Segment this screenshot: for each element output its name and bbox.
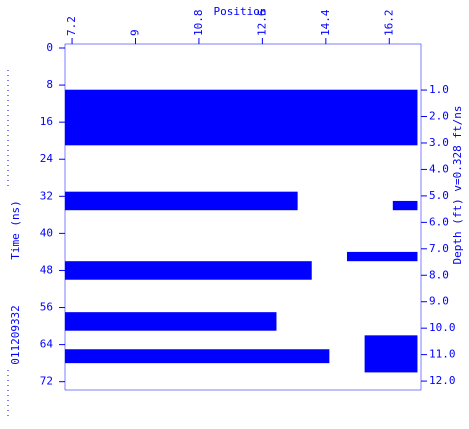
reflection-band <box>65 261 312 280</box>
y-axis-label: Time (ns) <box>9 200 22 260</box>
y-tick-label: 56 <box>40 301 53 314</box>
y-tick-label: 0 <box>46 41 53 54</box>
y2-tick-label: 6.0 <box>429 215 449 228</box>
y-tick-label: 40 <box>40 226 53 239</box>
reflection-band <box>65 312 277 331</box>
y2-axis-label: Depth (ft) v=0.328 ft/ns <box>451 106 464 265</box>
reflection-band <box>65 191 298 211</box>
x-tick-label: 16.2 <box>382 10 395 37</box>
y2-tick-label: 7.0 <box>429 242 449 255</box>
y2-tick-label: 4.0 <box>429 162 449 175</box>
y-tick-label: 32 <box>40 189 53 202</box>
y2-tick-label: 3.0 <box>429 136 449 149</box>
y-tick-label: 48 <box>40 263 53 276</box>
y-tick-label: 24 <box>40 152 54 165</box>
y2-tick-label: 10.0 <box>429 321 456 334</box>
x-tick-label: 12.6 <box>255 10 268 37</box>
y2-tick-label: 11.0 <box>429 348 456 361</box>
y2-tick-label: 12.0 <box>429 374 456 387</box>
x-tick-label: 14.4 <box>319 9 332 36</box>
y-tick-label: 64 <box>40 338 54 351</box>
y2-tick-label: 8.0 <box>429 268 449 281</box>
y2-tick-label: 9.0 <box>429 295 449 308</box>
x-tick-label: 9 <box>128 29 141 36</box>
plot-frame <box>64 43 422 391</box>
file-label: 011209332 <box>9 305 22 365</box>
chart-title: Position <box>214 5 267 18</box>
reflection-band <box>346 251 418 262</box>
reflection-band <box>364 335 418 373</box>
x-tick-label: 10.8 <box>192 10 205 37</box>
y-tick-label: 72 <box>40 375 53 388</box>
reflection-band <box>65 89 418 146</box>
y-tick-label: 8 <box>46 78 53 91</box>
y-tick-label: 16 <box>40 115 53 128</box>
reflection-band <box>65 349 330 364</box>
reflection-band <box>392 200 418 211</box>
y2-tick-label: 2.0 <box>429 110 449 123</box>
y2-tick-label: 5.0 <box>429 189 449 202</box>
y2-tick-label: 1.0 <box>429 83 449 96</box>
x-tick-label: 7.2 <box>65 16 78 36</box>
